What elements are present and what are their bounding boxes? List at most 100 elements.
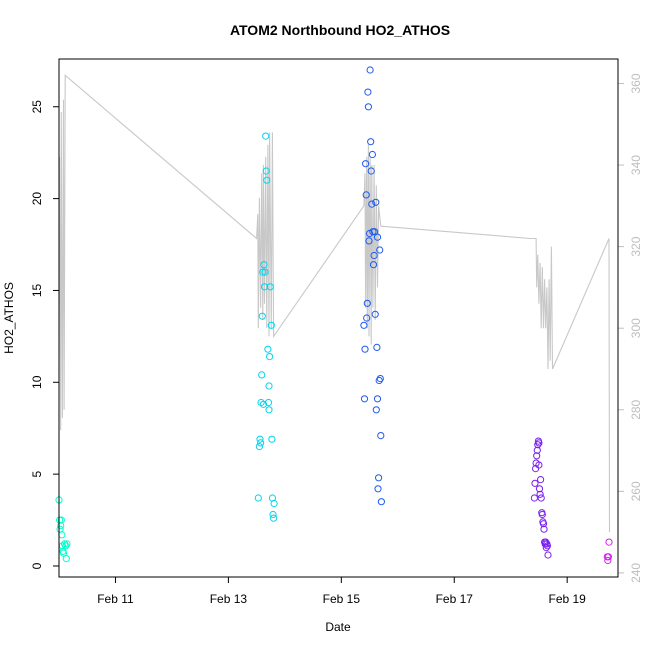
x-tick-label: Feb 19 <box>549 592 587 606</box>
data-point <box>373 233 382 241</box>
data-point <box>262 132 270 140</box>
data-point <box>255 443 263 451</box>
data-point <box>371 310 379 318</box>
x-tick-label: Feb 11 <box>97 592 134 606</box>
y2-tick-label: 300 <box>629 318 643 338</box>
data-point <box>361 345 369 353</box>
data-point <box>257 439 265 447</box>
data-point <box>259 268 267 276</box>
data-point <box>265 382 273 390</box>
data-point <box>369 261 378 269</box>
data-point <box>362 191 370 199</box>
data-point <box>537 494 545 502</box>
data-point <box>377 432 385 440</box>
y-tick-label: 10 <box>30 375 44 389</box>
data-point <box>539 520 548 528</box>
data-point <box>261 268 269 276</box>
data-point <box>269 510 277 519</box>
data-point <box>604 556 612 565</box>
data-point <box>265 406 273 414</box>
x-tick-label: Feb 13 <box>210 592 248 606</box>
x-tick-label: Feb 15 <box>323 592 361 606</box>
y2-tick-label: 280 <box>629 399 643 419</box>
data-point <box>270 514 278 522</box>
data-point <box>533 452 541 460</box>
data-point <box>363 314 371 322</box>
data-point <box>363 299 371 307</box>
data-point <box>537 476 545 484</box>
y-tick-label: 5 <box>30 470 44 477</box>
data-point <box>264 345 272 353</box>
data-point <box>258 312 266 320</box>
data-point <box>267 321 275 329</box>
data-point <box>365 237 373 245</box>
data-point <box>266 353 274 361</box>
y2-tick-label: 240 <box>629 563 643 583</box>
data-point <box>535 439 543 447</box>
data-point <box>374 485 382 493</box>
x-axis-label: Date <box>325 620 351 634</box>
data-point <box>364 103 372 111</box>
data-point <box>57 522 65 530</box>
data-point <box>264 398 273 407</box>
data-point <box>604 553 613 561</box>
data-point <box>259 400 267 408</box>
data-point <box>61 540 69 548</box>
secondary-line <box>58 74 611 533</box>
data-point <box>531 479 539 487</box>
data-point <box>364 88 372 96</box>
data-point <box>530 494 539 502</box>
data-point <box>57 516 65 524</box>
data-point <box>370 251 378 260</box>
data-point <box>544 551 552 559</box>
data-point <box>538 510 546 519</box>
data-point <box>533 446 541 454</box>
secondary-line-layer <box>58 74 611 533</box>
y-axis-label: HO2_ATHOS <box>2 282 16 354</box>
y-tick-label: 20 <box>30 192 44 206</box>
data-point <box>360 321 368 329</box>
data-point <box>377 498 385 506</box>
data-point <box>535 461 543 469</box>
data-point <box>362 160 370 168</box>
data-point <box>254 494 262 502</box>
y-tick-label: 15 <box>30 283 44 297</box>
y2-tick-label: 360 <box>629 73 643 93</box>
data-point <box>605 538 613 546</box>
data-point <box>258 371 266 379</box>
data-point <box>536 490 544 498</box>
data-point <box>266 283 274 291</box>
data-point <box>376 375 384 383</box>
y2-tick-label: 260 <box>629 481 643 501</box>
data-point <box>375 474 383 482</box>
data-point <box>368 150 376 159</box>
data-point <box>372 198 380 206</box>
data-point <box>535 485 544 493</box>
data-point <box>542 544 550 552</box>
x-tick-label: Feb 17 <box>436 592 474 606</box>
y2-tick-label: 340 <box>629 155 643 175</box>
data-point <box>268 435 276 443</box>
data-point <box>260 261 268 269</box>
data-point <box>366 66 374 74</box>
chart-title: ATOM2 Northbound HO2_ATHOS <box>230 22 450 38</box>
data-point <box>256 435 264 443</box>
data-point <box>376 246 384 254</box>
data-point <box>367 138 375 146</box>
data-point <box>367 167 375 175</box>
data-point <box>371 228 379 236</box>
data-point <box>263 176 271 184</box>
data-point <box>59 549 68 557</box>
data-point <box>540 525 548 533</box>
data-point <box>372 406 380 414</box>
data-point <box>534 441 542 449</box>
data-point <box>63 540 71 548</box>
data-point <box>368 200 376 208</box>
y-tick-label: 0 <box>30 562 44 569</box>
data-point <box>257 398 265 407</box>
data-point <box>543 542 552 550</box>
y-tick-label: 25 <box>30 100 44 114</box>
data-point <box>62 555 70 563</box>
data-point <box>360 395 369 403</box>
